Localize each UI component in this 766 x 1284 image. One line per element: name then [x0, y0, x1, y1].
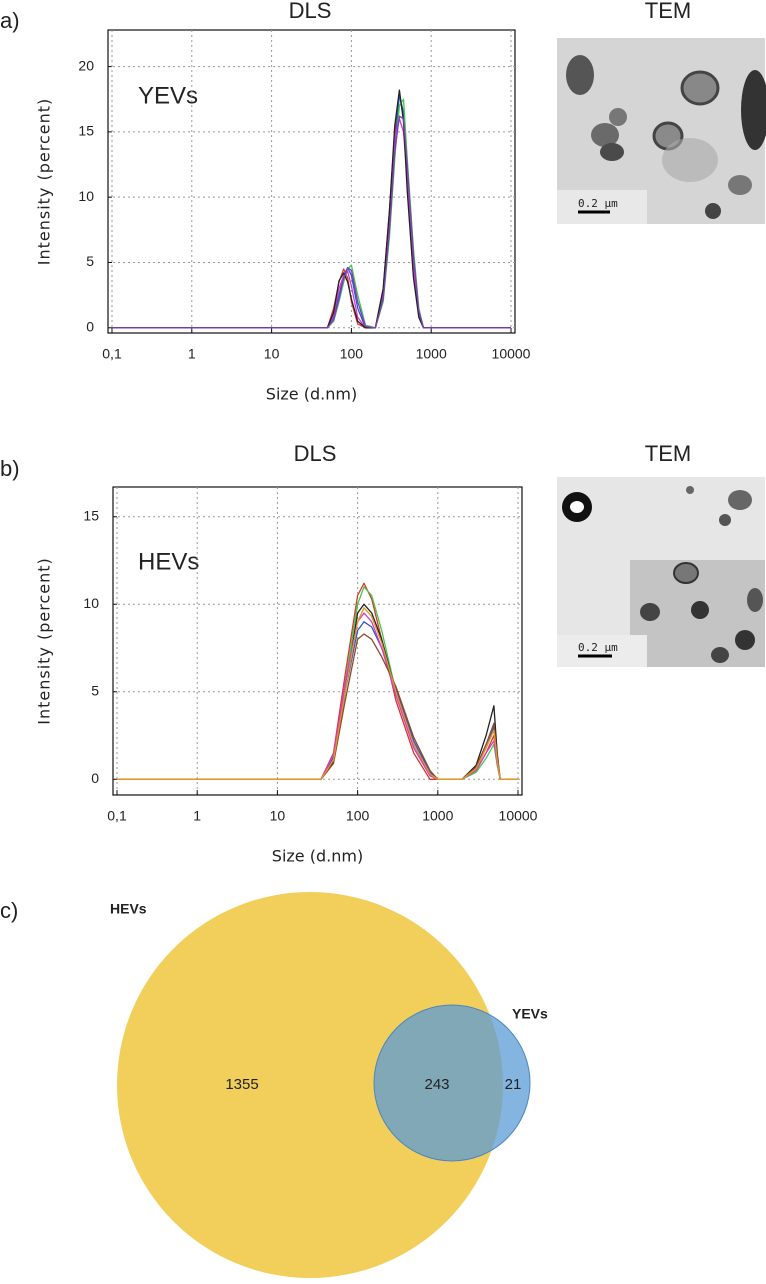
x-tick-label: 10 — [264, 346, 280, 362]
y-tick-label: 10 — [83, 595, 99, 611]
y-tick-label: 0 — [86, 318, 94, 334]
tem-image: 0.2 µm — [557, 477, 765, 667]
scale-bar-label: 0.2 µm — [578, 197, 618, 210]
tem-image: 0.2 µm — [557, 38, 766, 224]
tem-title: TEM — [645, 441, 691, 466]
venn-set-label: YEVs — [512, 1006, 548, 1022]
series-line — [112, 89, 511, 329]
x-tick-label: 0,1 — [107, 808, 127, 824]
x-tick-label: 10 — [270, 808, 286, 824]
y-tick-label: 5 — [86, 253, 94, 269]
x-tick-label: 1000 — [422, 808, 453, 824]
y-tick-label: 0 — [91, 770, 99, 786]
annotation: YEVs — [138, 82, 198, 109]
x-tick-label: 100 — [340, 346, 364, 362]
x-axis-label: Size (d.nm) — [272, 847, 363, 866]
y-tick-label: 15 — [83, 507, 99, 523]
series-line — [117, 607, 518, 780]
annotation: HEVs — [138, 548, 199, 575]
y-axis-label: Intensity (percent) — [35, 98, 54, 266]
plot-area — [107, 29, 516, 334]
x-tick-label: 10000 — [499, 808, 538, 824]
venn-set — [373, 1004, 531, 1162]
x-axis-label: Size (d.nm) — [266, 385, 357, 404]
series-line — [117, 633, 518, 780]
venn-set-label: HEVs — [110, 901, 147, 917]
venn-set — [117, 892, 503, 1278]
x-tick-label: 1000 — [416, 346, 447, 362]
tem-title: TEM — [645, 0, 691, 23]
chart-title: DLS — [294, 441, 337, 466]
panel-label: b) — [0, 456, 20, 481]
x-tick-label: 0,1 — [102, 346, 122, 362]
venn-count: 21 — [505, 1076, 522, 1093]
x-tick-label: 10000 — [492, 346, 531, 362]
y-tick-label: 15 — [78, 123, 94, 139]
series-line — [117, 612, 518, 780]
x-tick-label: 1 — [193, 808, 201, 824]
y-axis-label: Intensity (percent) — [35, 557, 54, 725]
x-tick-label: 100 — [346, 808, 370, 824]
scale-bar-label: 0.2 µm — [578, 641, 618, 654]
y-tick-label: 5 — [91, 682, 99, 698]
panel-label: c) — [0, 898, 18, 923]
plot-area — [112, 486, 523, 796]
venn-count: 243 — [424, 1076, 449, 1093]
x-tick-label: 1 — [188, 346, 196, 362]
venn-count: 1355 — [225, 1076, 258, 1093]
y-tick-label: 10 — [78, 188, 94, 204]
y-tick-label: 20 — [78, 57, 94, 73]
panel-label: a) — [0, 8, 20, 33]
series-line — [112, 115, 511, 329]
chart-title: DLS — [289, 0, 332, 23]
